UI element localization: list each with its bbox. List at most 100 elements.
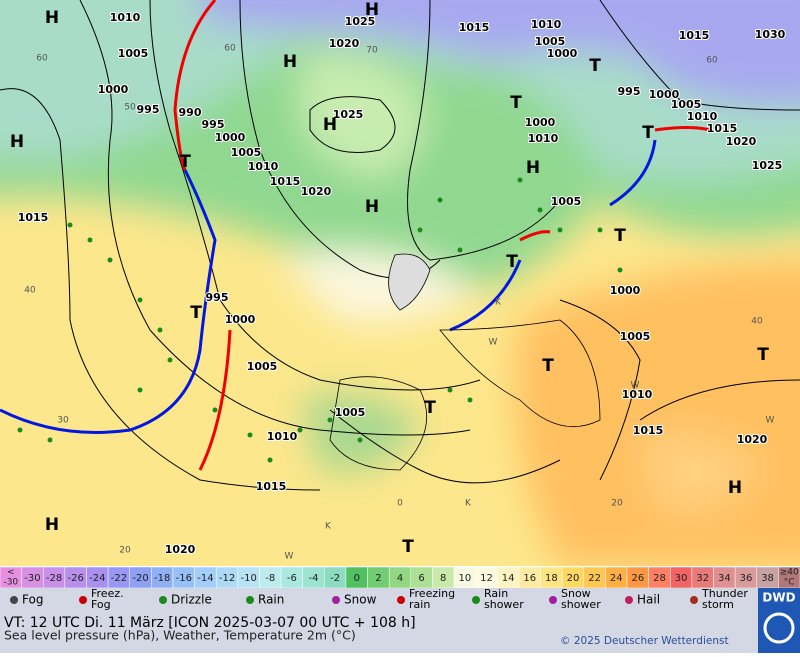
pressure-label: 1005 <box>620 330 651 343</box>
weather-legend-icon <box>246 596 254 604</box>
weather-legend-label: shower <box>561 598 601 611</box>
weather-legend-icon <box>10 596 18 604</box>
pressure-label: 1000 <box>98 83 129 96</box>
weather-legend-icon <box>79 596 87 604</box>
pressure-center: H <box>365 0 379 20</box>
small-label: K <box>495 298 502 308</box>
pressure-label: 995 <box>206 291 229 304</box>
dwd-logo-icon <box>763 612 795 644</box>
pressure-label: 1010 <box>110 11 141 24</box>
temperature-label: 18 <box>545 573 558 584</box>
weather-legend-icon <box>625 596 633 604</box>
weather-legend-icon <box>549 596 557 604</box>
weather-legend-label: Fog <box>91 598 111 611</box>
weather-symbol <box>157 327 163 333</box>
temperature-label: -12 <box>219 573 235 584</box>
grid-label: 60 <box>36 54 48 64</box>
temperature-label: 28 <box>653 573 666 584</box>
small-label: W <box>766 416 775 426</box>
pressure-center: H <box>45 8 59 28</box>
temperature-label: 26 <box>631 573 644 584</box>
weather-legend-label: Snow <box>561 587 591 600</box>
pressure-label: 1005 <box>231 146 262 159</box>
temperature-label: -30 <box>24 573 40 584</box>
pressure-center: H <box>728 478 742 498</box>
temperature-label: -2 <box>330 573 340 584</box>
pressure-label: 1020 <box>726 135 757 148</box>
pressure-label: 1000 <box>215 131 246 144</box>
weather-symbol <box>417 227 423 233</box>
pressure-center: T <box>190 303 202 323</box>
weather-legend-label: Freezing <box>409 587 455 600</box>
temperature-label: -6 <box>287 573 297 584</box>
temperature-label: 0 <box>354 573 360 584</box>
weather-legend-label: shower <box>484 598 524 611</box>
pressure-label: 1010 <box>531 18 562 31</box>
grid-label: 50 <box>124 103 136 113</box>
pressure-label: 1005 <box>551 195 582 208</box>
pressure-label: 1025 <box>752 159 783 172</box>
temperature-label: 4 <box>397 573 403 584</box>
pressure-label: 1000 <box>225 313 256 326</box>
weather-legend-label: Drizzle <box>171 593 212 607</box>
product-description: Sea level pressure (hPa), Weather, Tempe… <box>4 628 356 643</box>
pressure-center: H <box>526 158 540 178</box>
pressure-label: 1020 <box>329 37 360 50</box>
temperature-label: 12 <box>480 573 493 584</box>
pressure-label: 995 <box>137 103 160 116</box>
pressure-center: T <box>179 152 191 172</box>
temperature-label: 2 <box>375 573 381 584</box>
pressure-label: 1015 <box>256 480 287 493</box>
valid-time: VT: 12 UTC Di. 11 März [ICON 2025-03-07 … <box>4 615 416 631</box>
fronts <box>0 0 711 471</box>
pressure-label: 1000 <box>547 47 578 60</box>
weather-legend-icon <box>159 596 167 604</box>
temperature-label: -20 <box>132 573 148 584</box>
weather-legend-label: Rain <box>484 587 508 600</box>
temperature-label: -4 <box>309 573 319 584</box>
weather-legend-label: Snow <box>344 593 377 607</box>
pressure-label: 1000 <box>525 116 556 129</box>
weather-symbol <box>467 397 473 403</box>
grid-label: 0 <box>397 499 403 509</box>
weather-symbol <box>247 432 253 438</box>
footer-background <box>0 612 800 653</box>
temperature-label: -26 <box>68 573 84 584</box>
pressure-label: 1010 <box>622 388 653 401</box>
weather-legend-icon <box>332 596 340 604</box>
temperature-label: 32 <box>696 573 709 584</box>
pressure-center: T <box>614 226 626 246</box>
pressure-center: T <box>510 93 522 113</box>
weather-legend-label: Hail <box>637 593 660 607</box>
temperature-label: -18 <box>154 573 170 584</box>
pressure-label: 1020 <box>301 185 332 198</box>
pressure-label: 1025 <box>333 108 364 121</box>
grid-label: 40 <box>751 317 763 327</box>
pressure-label: 1010 <box>687 110 718 123</box>
weather-legend-icon <box>472 596 480 604</box>
temperature-label: 16 <box>523 573 536 584</box>
pressure-label: 1015 <box>18 211 49 224</box>
pressure-center: H <box>45 515 59 535</box>
pressure-center: T <box>506 252 518 272</box>
pressure-label: 1015 <box>633 424 664 437</box>
temperature-label: -8 <box>265 573 275 584</box>
pressure-center: T <box>642 123 654 143</box>
weather-legend-label: rain <box>409 598 430 611</box>
weather-legend-label: Freez. <box>91 587 124 600</box>
pressure-label: 1015 <box>270 175 301 188</box>
grid-label: 20 <box>119 546 131 556</box>
pressure-center: H <box>10 132 24 152</box>
pressure-label: 1020 <box>737 433 768 446</box>
pressure-center: T <box>589 56 601 76</box>
grid-label: 20 <box>611 499 623 509</box>
weather-symbol <box>597 227 603 233</box>
grid-label: 60 <box>224 44 236 54</box>
temperature-label: -24 <box>89 573 105 584</box>
weather-symbol <box>167 357 173 363</box>
pressure-label: 1030 <box>755 28 786 41</box>
pressure-label: 1020 <box>165 543 196 556</box>
temperature-label: 30 <box>675 573 688 584</box>
copyright: © 2025 Deutscher Wetterdienst <box>560 635 729 647</box>
